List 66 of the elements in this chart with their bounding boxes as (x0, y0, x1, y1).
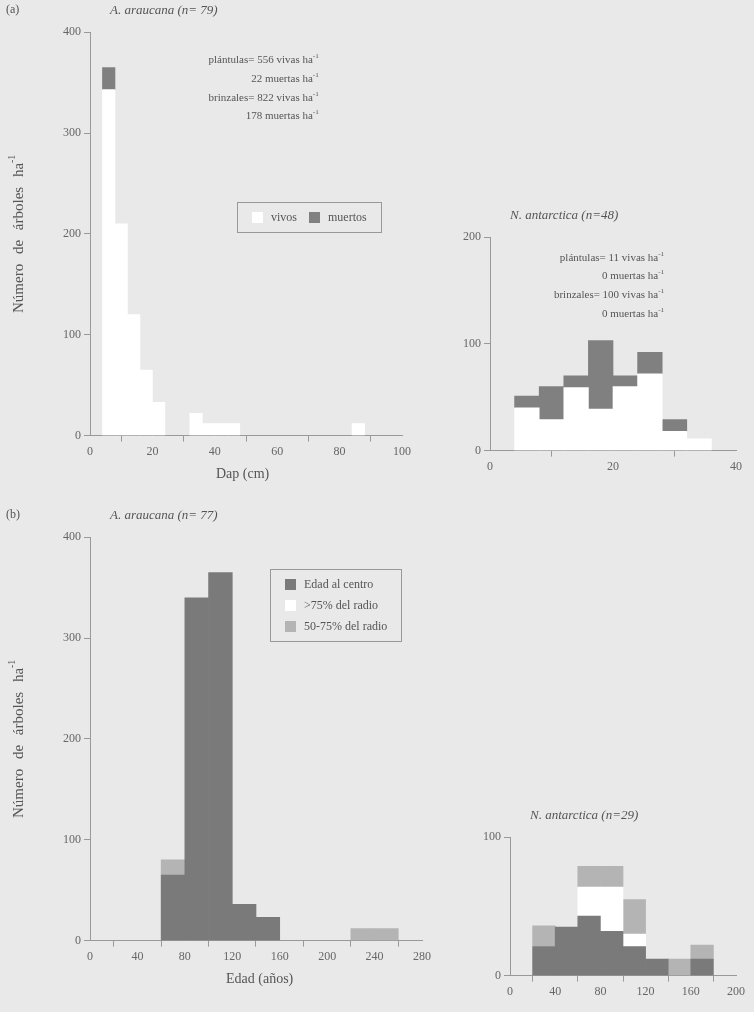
y-tick-label: 400 (63, 24, 81, 39)
x-tick-label: 280 (413, 948, 431, 963)
x-tick-label: 120 (636, 983, 655, 998)
legend-label: 50-75% del radio (304, 619, 388, 635)
x-tick-label: 0 (507, 983, 513, 998)
x-tick-label: 0 (87, 443, 93, 458)
bar (622, 899, 646, 935)
x-tick-label: 240 (365, 948, 384, 963)
annotation: 178 muertas ha$^{-1}$ (245, 108, 319, 121)
y-tick-label: 100 (483, 829, 501, 844)
bar (637, 352, 663, 375)
bar (102, 67, 116, 91)
bar (661, 419, 688, 432)
legend-label: muertos (328, 209, 367, 225)
x-tick-label: 160 (270, 948, 289, 963)
text: (b) (6, 507, 20, 522)
annotation: brinzales= 822 vivas ha$^{-1}$ (208, 89, 319, 103)
legend-label: vivos (271, 209, 298, 225)
y-tick-label: 200 (63, 731, 81, 746)
x-tick-label: 40 (549, 983, 562, 998)
x-axis-title: Dap (cm) (216, 466, 270, 482)
annotation: 0 muertas ha$^{-1}$ (602, 305, 665, 319)
y-tick-label: 300 (63, 630, 81, 645)
x-tick-label: 20 (607, 458, 619, 473)
bar (160, 859, 186, 876)
y-tick-label: 100 (63, 831, 81, 846)
bar (351, 423, 365, 436)
chart-title: N. antarctica (n=48) (510, 207, 619, 223)
x-tick-label: 60 (271, 443, 284, 458)
y-tick-label: 0 (75, 932, 81, 947)
annotation: 0 muertas ha$^{-1}$ (602, 268, 665, 282)
x-tick-label: 40 (730, 458, 742, 473)
text: (a) (6, 2, 20, 17)
x-tick-label: 80 (594, 983, 607, 998)
x-tick-label: 100 (393, 443, 411, 458)
y-tick-label: 200 (463, 229, 481, 244)
x-axis-title: Edad (años) (226, 971, 294, 987)
x-tick-label: 160 (681, 983, 700, 998)
x-tick-label: 40 (131, 948, 144, 963)
chart-title: A. araucana (n= 77) (110, 507, 218, 523)
x-tick-label: 120 (223, 948, 242, 963)
y-tick-label: 100 (63, 326, 81, 341)
annotation: plántulas= 556 vivas ha$^{-1}$ (208, 52, 319, 65)
legend-label: Edad al centro (304, 577, 374, 593)
y-tick-label: 400 (63, 529, 81, 544)
chart-title: A. araucana (n= 79) (110, 2, 218, 18)
x-tick-label: 0 (87, 948, 93, 963)
bar (532, 925, 556, 947)
annotation: 22 muertas ha$^{-1}$ (251, 70, 319, 84)
y-tick-label: 300 (63, 125, 81, 140)
x-tick-label: 200 (318, 948, 337, 963)
y-tick-label: 100 (463, 336, 481, 351)
x-tick-label: 200 (727, 983, 745, 998)
annotation: brinzales= 100 vivas ha$^{-1}$ (553, 287, 665, 300)
y-tick-label: 0 (75, 427, 81, 442)
annotation: plántulas= 11 vivas ha$^{-1}$ (559, 249, 665, 263)
x-tick-label: 80 (178, 948, 191, 963)
legend-label: >75% del radio (304, 598, 379, 614)
x-tick-label: 40 (208, 443, 221, 458)
bar (622, 933, 646, 947)
bar (690, 944, 714, 960)
bar (690, 958, 714, 976)
x-tick-label: 20 (146, 443, 159, 458)
x-tick-label: 80 (333, 443, 346, 458)
y-tick-label: 200 (63, 226, 81, 241)
chart-title: N. antarctica (n=29) (530, 807, 639, 823)
